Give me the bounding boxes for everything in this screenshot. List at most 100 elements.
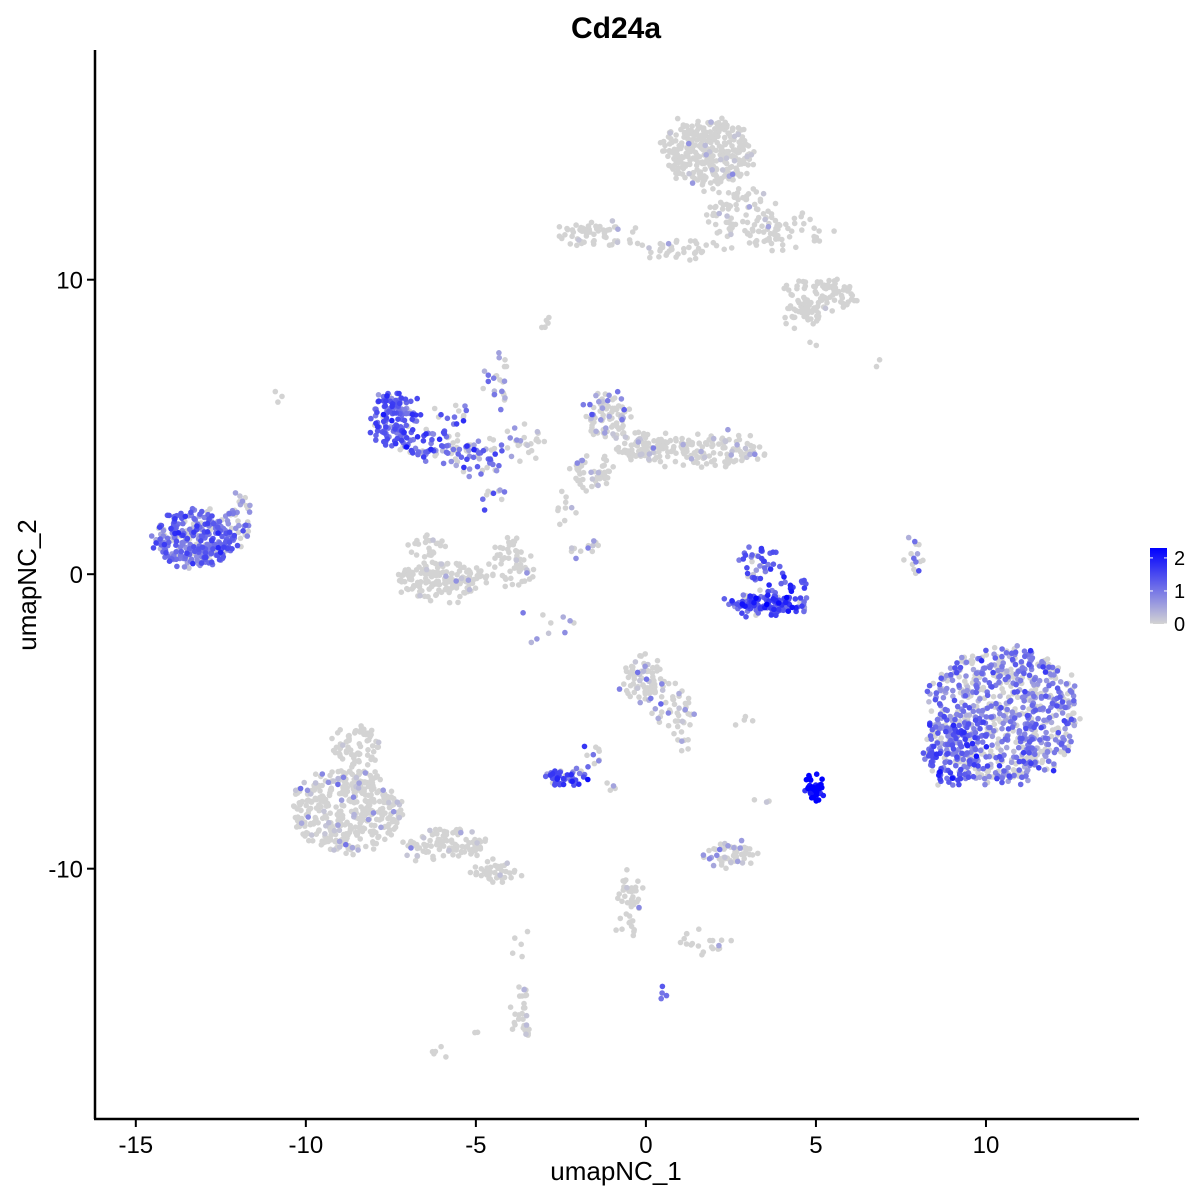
cell-point bbox=[706, 436, 712, 443]
cell-point bbox=[965, 721, 972, 727]
cell-point bbox=[450, 446, 457, 453]
cell-point bbox=[957, 775, 964, 782]
cell-point bbox=[356, 824, 362, 831]
cell-point bbox=[574, 460, 581, 466]
cell-point bbox=[478, 866, 485, 872]
cell-point bbox=[783, 221, 789, 228]
cell-point bbox=[940, 694, 947, 701]
cell-point bbox=[723, 160, 729, 166]
cell-point bbox=[461, 849, 468, 855]
cell-point bbox=[655, 440, 662, 447]
cell-point bbox=[649, 670, 656, 676]
cell-point bbox=[687, 722, 693, 728]
cell-point bbox=[1039, 658, 1045, 665]
cell-point bbox=[781, 285, 787, 292]
cell-point bbox=[801, 599, 807, 605]
cell-point bbox=[936, 701, 943, 707]
cell-point bbox=[1019, 774, 1025, 780]
cell-point bbox=[409, 411, 416, 418]
cell-point bbox=[714, 852, 720, 859]
cell-point bbox=[633, 888, 639, 894]
cell-point bbox=[237, 493, 243, 499]
cell-point bbox=[667, 130, 674, 136]
cell-point bbox=[672, 458, 679, 465]
cell-point bbox=[504, 860, 511, 866]
cell-point bbox=[744, 565, 750, 571]
cell-point bbox=[429, 571, 435, 577]
cell-point bbox=[331, 847, 337, 853]
cell-point bbox=[743, 614, 749, 620]
cell-point bbox=[751, 575, 758, 581]
cell-point bbox=[721, 173, 728, 179]
cell-point bbox=[478, 872, 485, 879]
cell-point bbox=[950, 746, 957, 752]
cell-point bbox=[440, 852, 447, 859]
cell-point bbox=[804, 297, 811, 303]
cell-point bbox=[634, 899, 640, 905]
cell-point bbox=[658, 995, 664, 1002]
cell-point bbox=[353, 774, 360, 781]
cell-point bbox=[635, 439, 642, 445]
cell-point bbox=[356, 768, 362, 775]
cell-point bbox=[1017, 677, 1024, 684]
cell-point bbox=[577, 471, 583, 477]
cell-point bbox=[614, 388, 621, 395]
cell-point bbox=[619, 449, 626, 456]
cell-point bbox=[969, 740, 976, 747]
cell-point bbox=[949, 775, 956, 781]
cell-point bbox=[664, 453, 671, 460]
cell-point bbox=[186, 545, 193, 552]
cell-point bbox=[1031, 676, 1038, 683]
cell-point bbox=[580, 225, 586, 231]
cell-point bbox=[403, 435, 410, 441]
cell-point bbox=[524, 928, 531, 935]
cell-point bbox=[748, 860, 754, 866]
cell-point bbox=[343, 850, 349, 857]
cell-point bbox=[733, 201, 739, 208]
cell-point bbox=[622, 893, 628, 900]
cell-point bbox=[1012, 661, 1019, 668]
cell-point bbox=[738, 851, 745, 858]
cell-point bbox=[589, 548, 596, 555]
cell-point bbox=[421, 560, 427, 566]
cell-point bbox=[564, 226, 571, 233]
cell-point bbox=[521, 1000, 527, 1007]
cell-point bbox=[679, 738, 685, 744]
cell-point bbox=[1026, 672, 1033, 679]
cell-point bbox=[1046, 714, 1053, 721]
cell-point bbox=[706, 453, 713, 459]
cell-point bbox=[744, 845, 750, 852]
cell-point bbox=[524, 442, 531, 449]
cell-point bbox=[757, 196, 764, 203]
cell-point bbox=[173, 549, 179, 555]
cell-point bbox=[382, 836, 388, 843]
cell-point bbox=[931, 743, 937, 750]
cell-point bbox=[631, 676, 638, 682]
cell-point bbox=[678, 729, 685, 735]
cell-point bbox=[1020, 749, 1027, 756]
cell-point bbox=[801, 285, 808, 292]
cell-point bbox=[965, 774, 972, 780]
cell-point bbox=[701, 176, 708, 183]
y-tick-label: 10 bbox=[56, 268, 83, 295]
cell-point bbox=[624, 867, 630, 873]
cell-point bbox=[673, 237, 680, 244]
cell-point bbox=[695, 943, 702, 949]
cell-point bbox=[422, 571, 429, 578]
cell-point bbox=[791, 325, 798, 332]
cell-point bbox=[1006, 698, 1013, 705]
cell-point bbox=[966, 705, 973, 711]
cell-point bbox=[585, 223, 592, 229]
cell-point bbox=[947, 759, 953, 766]
cell-point bbox=[751, 201, 758, 208]
cell-point bbox=[424, 532, 430, 538]
cell-point bbox=[1062, 725, 1068, 732]
cell-point bbox=[298, 820, 305, 826]
cell-point bbox=[366, 737, 372, 743]
cell-point bbox=[630, 894, 636, 900]
cell-point bbox=[1048, 672, 1055, 678]
cell-point bbox=[456, 446, 463, 453]
cell-point bbox=[732, 853, 738, 860]
cell-point bbox=[1023, 725, 1029, 732]
cell-point bbox=[666, 162, 673, 169]
